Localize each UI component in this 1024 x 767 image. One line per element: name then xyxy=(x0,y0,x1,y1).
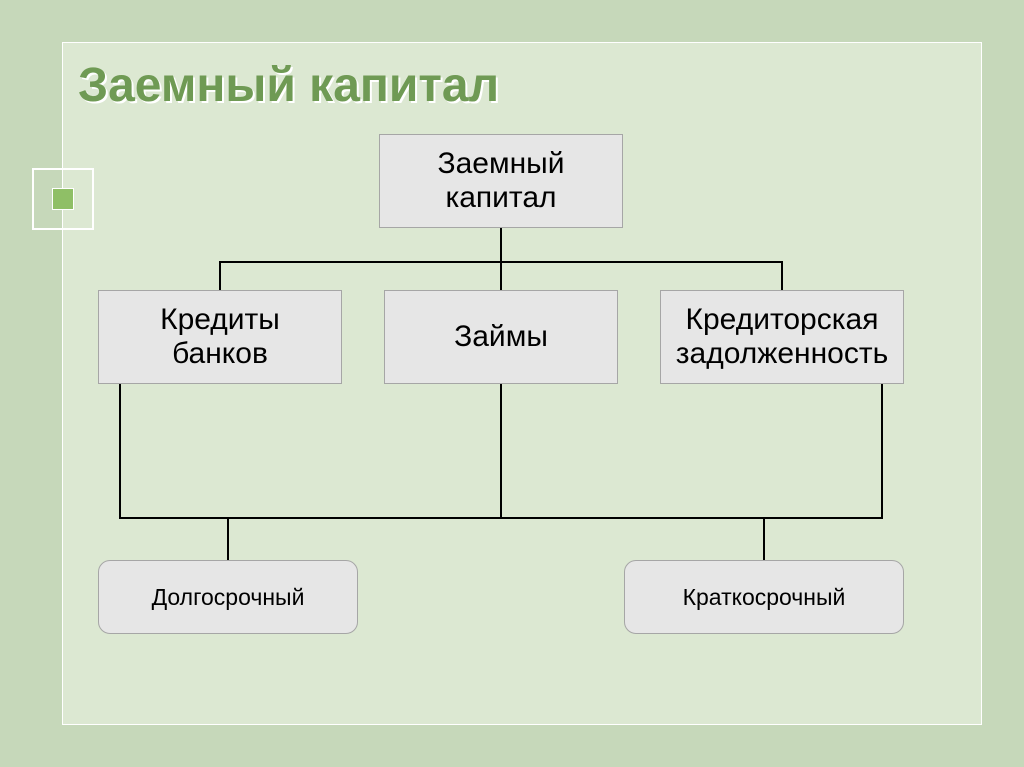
node-credits: Кредитыбанков xyxy=(98,290,342,384)
ornament-square-inner xyxy=(52,188,74,210)
node-longterm: Долгосрочный xyxy=(98,560,358,634)
node-payables-label: Кредиторскаязадолженность xyxy=(676,303,888,372)
node-payables: Кредиторскаязадолженность xyxy=(660,290,904,384)
node-shortterm: Краткосрочный xyxy=(624,560,904,634)
slide-root: Заемный капитал Заемный капитал Заемныйк… xyxy=(0,0,1024,767)
slide-title: Заемный капитал xyxy=(78,58,499,113)
node-longterm-label: Долгосрочный xyxy=(152,584,305,610)
node-shortterm-label: Краткосрочный xyxy=(683,584,846,610)
node-root: Заемныйкапитал xyxy=(379,134,623,228)
node-root-label: Заемныйкапитал xyxy=(437,147,564,216)
node-credits-label: Кредитыбанков xyxy=(160,303,280,372)
node-loans: Займы xyxy=(384,290,618,384)
node-loans-label: Займы xyxy=(454,320,548,355)
